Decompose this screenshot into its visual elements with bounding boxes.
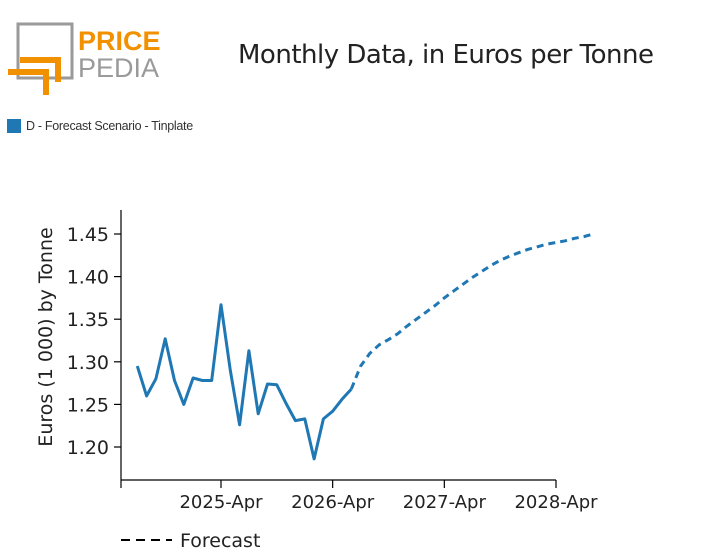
actual-series-line bbox=[135, 303, 353, 461]
legend-swatch bbox=[7, 119, 21, 133]
x-tick-label: 2025-Apr bbox=[179, 492, 263, 513]
chart-axes: 1.20 1.25 1.30 1.35 1.40 1.45 2025-Apr 2026-Apr… bbox=[35, 210, 598, 513]
y-tick-label: 1.45 bbox=[67, 224, 109, 246]
logo-word-price: PRICE bbox=[78, 26, 161, 56]
y-tick-label: 1.20 bbox=[67, 437, 109, 459]
chart-series bbox=[135, 232, 594, 461]
legend-label: D - Forecast Scenario - Tinplate bbox=[26, 119, 193, 133]
chart-title: Monthly Data, in Euros per Tonne bbox=[238, 40, 654, 70]
logo-word-pedia: PEDIA bbox=[78, 53, 159, 83]
legend-item[interactable]: D - Forecast Scenario - Tinplate bbox=[7, 119, 193, 133]
y-tick-label: 1.25 bbox=[67, 394, 109, 416]
y-tick-label: 1.30 bbox=[67, 352, 109, 374]
x-tick-label: 2028-Apr bbox=[514, 492, 598, 513]
logo-mark-icon bbox=[8, 22, 74, 95]
forecast-legend: Forecast bbox=[121, 530, 260, 552]
y-axis-label: Euros (1 000) by Tonne bbox=[35, 227, 57, 446]
y-tick-label: 1.35 bbox=[67, 309, 109, 331]
x-tick-label: 2026-Apr bbox=[291, 492, 375, 513]
x-tick-label: 2027-Apr bbox=[403, 492, 487, 513]
y-tick-label: 1.40 bbox=[67, 267, 109, 289]
pricepedia-logo: PRICE PEDIA bbox=[8, 22, 161, 95]
forecast-legend-label: Forecast bbox=[180, 530, 260, 552]
forecast-series-line bbox=[349, 232, 594, 390]
